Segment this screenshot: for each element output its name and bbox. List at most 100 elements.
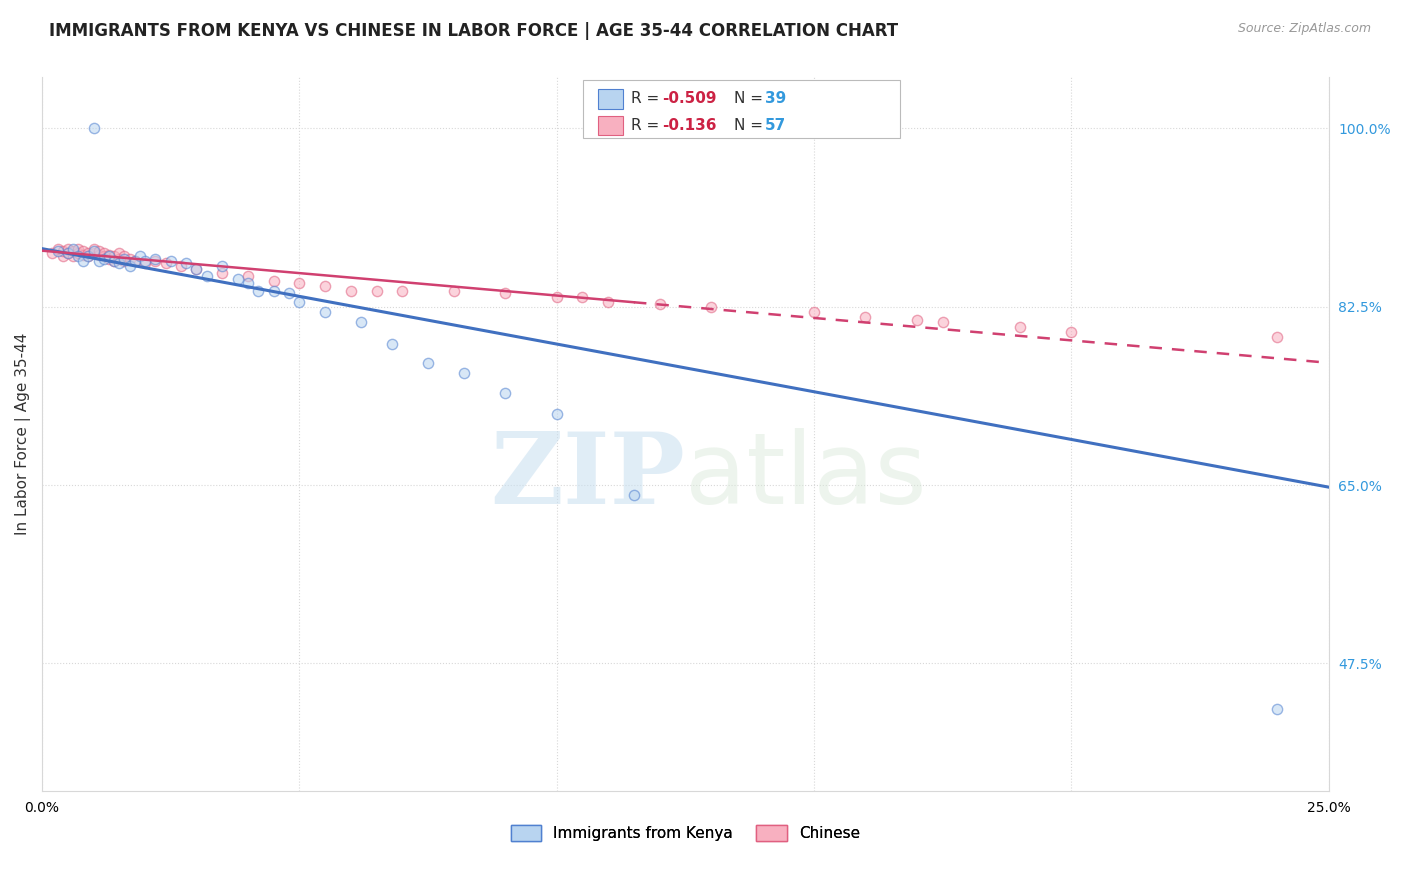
Point — [803, 305, 825, 319]
Text: IMMIGRANTS FROM KENYA VS CHINESE IN LABOR FORCE | AGE 35-44 CORRELATION CHART: IMMIGRANTS FROM KENYA VS CHINESE IN LABO… — [49, 22, 898, 40]
Point — [174, 256, 197, 270]
Point — [1008, 320, 1031, 334]
Point — [623, 488, 645, 502]
Point — [77, 245, 100, 260]
Point — [155, 256, 177, 270]
Point — [46, 242, 69, 256]
Point — [114, 249, 136, 263]
Text: R =: R = — [631, 91, 665, 106]
Text: 39: 39 — [765, 91, 786, 106]
Point — [195, 269, 218, 284]
Point — [350, 315, 373, 329]
Point — [1060, 325, 1083, 339]
Point — [83, 121, 105, 136]
Point — [118, 252, 141, 266]
Point — [83, 242, 105, 256]
Point — [56, 245, 79, 260]
Point — [247, 285, 270, 299]
Point — [443, 285, 465, 299]
Point — [494, 286, 516, 301]
Point — [278, 286, 301, 301]
Text: atlas: atlas — [685, 428, 927, 525]
Point — [143, 253, 166, 268]
Text: N =: N = — [734, 91, 768, 106]
Point — [134, 256, 156, 270]
Point — [87, 253, 110, 268]
Point — [494, 386, 516, 401]
Point — [314, 279, 336, 293]
Point — [67, 242, 90, 256]
Point — [72, 253, 94, 268]
Point — [236, 277, 259, 291]
Point — [170, 259, 193, 273]
Point — [93, 252, 115, 266]
Point — [128, 249, 150, 263]
Point — [648, 296, 671, 310]
Point — [98, 249, 121, 263]
Text: -0.509: -0.509 — [662, 91, 717, 106]
Point — [62, 244, 84, 258]
Point — [103, 249, 125, 263]
Point — [186, 262, 208, 277]
Point — [56, 242, 79, 256]
Point — [41, 245, 63, 260]
Point — [56, 245, 79, 260]
Point — [124, 253, 146, 268]
Point — [98, 252, 121, 266]
Text: 57: 57 — [765, 118, 786, 133]
Point — [905, 313, 928, 327]
Point — [83, 244, 105, 258]
Point — [67, 245, 90, 260]
Point — [118, 259, 141, 273]
Point — [159, 253, 181, 268]
Point — [416, 356, 439, 370]
Point — [263, 285, 285, 299]
Point — [1265, 702, 1288, 716]
Point — [93, 245, 115, 260]
Point — [546, 407, 568, 421]
Point — [598, 294, 620, 309]
Point — [340, 285, 363, 299]
Point — [571, 289, 593, 303]
Text: ZIP: ZIP — [491, 428, 685, 525]
Point — [108, 252, 131, 266]
Text: N =: N = — [734, 118, 768, 133]
Point — [263, 274, 285, 288]
Point — [87, 248, 110, 262]
Point — [134, 253, 156, 268]
Point — [114, 253, 136, 268]
Point — [93, 249, 115, 263]
Point — [108, 245, 131, 260]
Point — [72, 248, 94, 262]
Point — [453, 366, 475, 380]
Point — [46, 244, 69, 258]
Point — [52, 249, 75, 263]
Point — [83, 245, 105, 260]
Text: Source: ZipAtlas.com: Source: ZipAtlas.com — [1237, 22, 1371, 36]
Point — [381, 337, 404, 351]
Point — [77, 249, 100, 263]
Point — [288, 294, 311, 309]
Point — [114, 252, 136, 266]
Point — [226, 272, 249, 286]
Legend: Immigrants from Kenya, Chinese: Immigrants from Kenya, Chinese — [505, 819, 866, 847]
Point — [124, 253, 146, 268]
Point — [314, 305, 336, 319]
Point — [103, 253, 125, 268]
Point — [87, 244, 110, 258]
Point — [855, 310, 877, 324]
Point — [62, 242, 84, 256]
Point — [62, 249, 84, 263]
Point — [186, 262, 208, 277]
Point — [211, 266, 233, 280]
Point — [700, 300, 723, 314]
Point — [67, 249, 90, 263]
Text: -0.136: -0.136 — [662, 118, 717, 133]
Point — [108, 256, 131, 270]
Point — [288, 277, 311, 291]
Text: R =: R = — [631, 118, 665, 133]
Y-axis label: In Labor Force | Age 35-44: In Labor Force | Age 35-44 — [15, 333, 31, 535]
Point — [546, 289, 568, 303]
Point — [1265, 330, 1288, 344]
Point — [236, 269, 259, 284]
